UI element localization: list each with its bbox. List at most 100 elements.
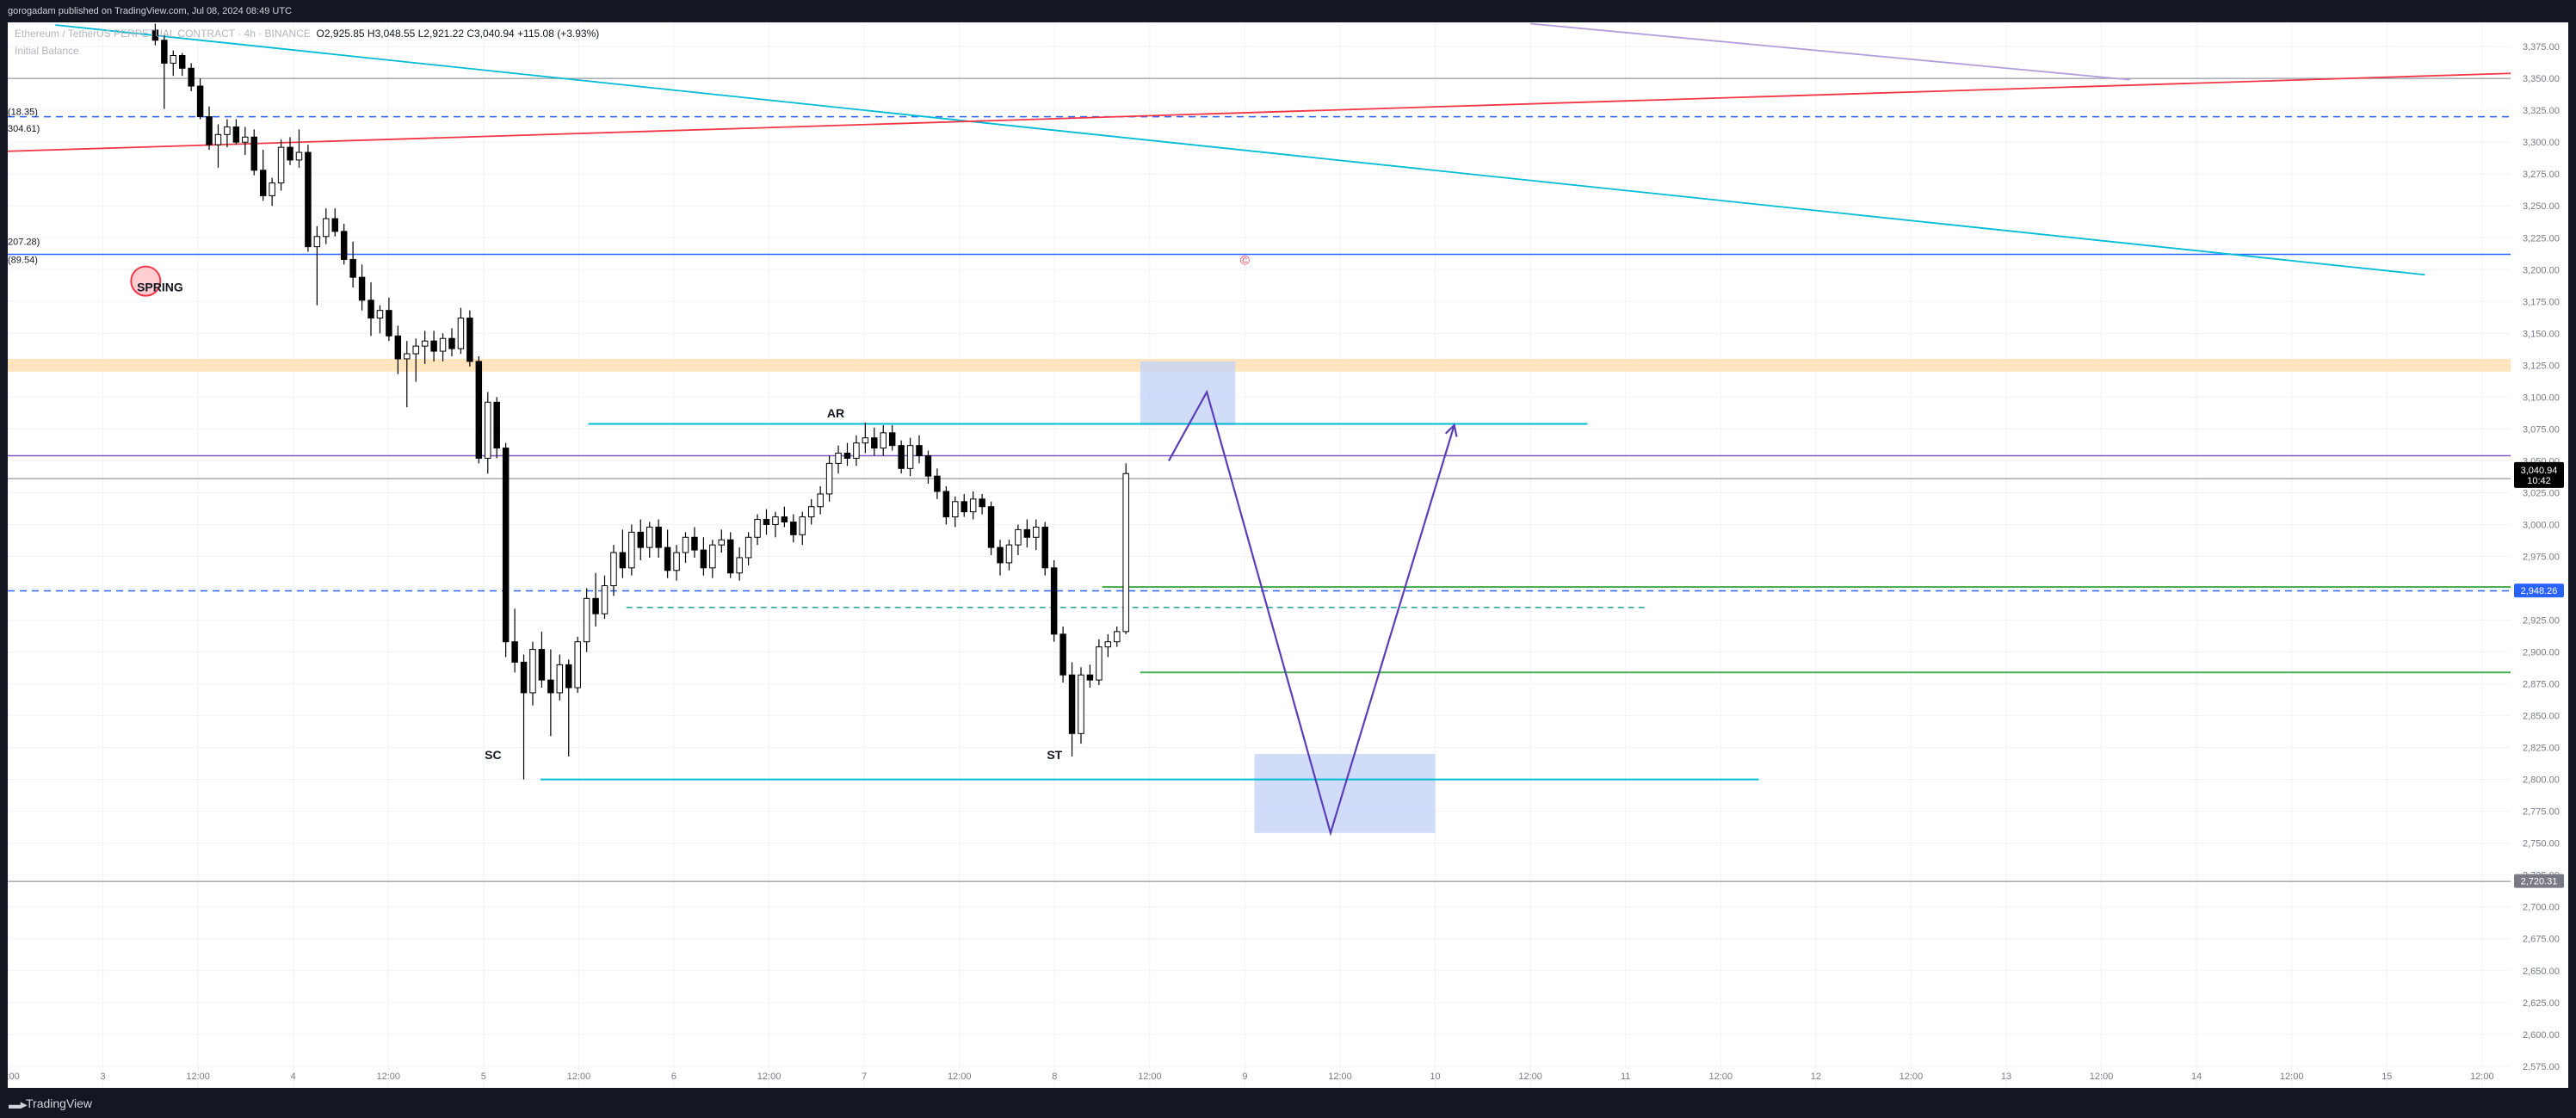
candle-body — [323, 218, 330, 238]
left-edge-label: (18.35) — [8, 108, 38, 118]
candle-body — [853, 442, 860, 459]
x-tick-label: 9 — [1242, 1072, 1247, 1082]
candle-body — [1033, 526, 1040, 538]
candle-body — [358, 276, 366, 301]
candle-body — [170, 55, 177, 64]
candle-body — [439, 337, 447, 352]
candle-body — [502, 448, 510, 643]
indicator-legend: Initial Balance — [15, 45, 79, 57]
y-tick-label: 3,000.00 — [2523, 520, 2560, 530]
y-tick-label: 2,650.00 — [2523, 967, 2560, 977]
y-tick-label: 2,750.00 — [2523, 839, 2560, 849]
candle-body — [1096, 646, 1103, 681]
candle-body — [538, 649, 546, 681]
candle-body — [493, 401, 500, 449]
annotation-label: SPRING — [137, 280, 183, 293]
candle-body — [232, 126, 240, 143]
candle-body — [556, 664, 564, 694]
candle-body — [368, 300, 374, 319]
spring-circle-marker — [130, 265, 162, 297]
x-tick-label: 12:00 — [8, 1072, 20, 1082]
cyan-trendline — [55, 24, 2425, 276]
candle-body — [880, 432, 886, 449]
y-tick-label: 2,675.00 — [2523, 935, 2560, 945]
candle-body — [574, 641, 581, 689]
candle-body — [825, 462, 833, 495]
x-tick-label: 14 — [2191, 1072, 2202, 1082]
candle-body — [1015, 528, 1022, 546]
y-tick-label: 3,325.00 — [2523, 106, 2560, 116]
chart-container[interactable]: SPRING AR SC ST © (18.35) 304.61) 207.28) (89.54… — [8, 22, 2568, 1088]
y-tick-label: 3,100.00 — [2523, 392, 2560, 403]
candle-body — [269, 182, 275, 196]
candle-body — [250, 136, 257, 171]
candle-body — [969, 498, 977, 513]
candle-body — [1023, 528, 1031, 538]
candle-body — [979, 498, 985, 508]
candle-body — [673, 552, 680, 571]
candle-body — [744, 536, 752, 559]
candle-body — [843, 453, 851, 459]
candle-body — [924, 454, 932, 477]
candle-body — [610, 552, 617, 587]
copyright-marker: © — [1240, 253, 1250, 268]
x-tick-label: 7 — [862, 1072, 867, 1082]
candle-body — [682, 536, 689, 553]
y-tick-label: 3,275.00 — [2523, 170, 2560, 180]
candle-body — [1041, 526, 1048, 569]
candle-body — [457, 318, 465, 349]
candle-body — [475, 361, 483, 459]
level-price-badge — [2514, 874, 2564, 888]
candle-body — [277, 146, 285, 184]
candle-body — [511, 641, 518, 663]
x-tick-label: 12:00 — [2280, 1072, 2304, 1082]
x-tick-label: 12:00 — [1518, 1072, 1542, 1082]
x-tick-label: 12:00 — [2090, 1072, 2114, 1082]
candle-body — [952, 501, 959, 518]
candle-body — [287, 146, 293, 161]
candle-body — [565, 664, 572, 689]
red-trendline — [8, 72, 2511, 152]
candle-body — [601, 585, 608, 615]
level-price-label: 2,720.31 — [2521, 877, 2558, 887]
annotation-label: SC — [485, 748, 501, 762]
publish-info-text: gorogadam published on TradingView.com, … — [8, 6, 293, 16]
candle-body — [196, 85, 204, 118]
candle-body — [305, 151, 312, 248]
candle-body — [1050, 567, 1058, 635]
candle-body — [376, 310, 384, 319]
y-tick-label: 3,175.00 — [2523, 297, 2560, 307]
candle-body — [1078, 674, 1084, 734]
candle-body — [295, 151, 303, 161]
candle-body — [340, 231, 348, 260]
x-tick-label: 10 — [1430, 1072, 1440, 1082]
price-chart[interactable]: SPRING AR SC ST © (18.35) 304.61) 207.28) (89.54… — [8, 22, 2568, 1088]
x-tick-label: 12:00 — [377, 1072, 401, 1082]
candle-body — [736, 557, 743, 574]
level-price-badge — [2514, 584, 2564, 598]
candle-body — [898, 445, 905, 469]
candle-body — [664, 547, 671, 571]
y-tick-label: 2,800.00 — [2523, 775, 2560, 786]
x-tick-label: 15 — [2381, 1072, 2392, 1082]
x-tick-label: 12:00 — [948, 1072, 972, 1082]
candle-body — [394, 335, 402, 360]
x-tick-label: 4 — [291, 1072, 296, 1082]
candle-body — [466, 318, 473, 362]
left-edge-label: 207.28) — [8, 238, 40, 248]
ohlc-values: O2,925.85 H3,048.55 L2,921.22 C3,040.94 … — [316, 28, 600, 40]
x-tick-label: 5 — [481, 1072, 486, 1082]
y-tick-label: 3,250.00 — [2523, 201, 2560, 212]
y-tick-label: 3,225.00 — [2523, 233, 2560, 244]
level-price-label: 2,948.26 — [2521, 586, 2558, 596]
x-tick-label: 6 — [671, 1072, 676, 1082]
y-tick-label: 2,775.00 — [2523, 807, 2560, 818]
candle-body — [583, 597, 590, 643]
candle-body — [313, 236, 321, 248]
y-tick-label: 2,700.00 — [2523, 903, 2560, 913]
orange-supply-zone — [8, 358, 2511, 372]
x-tick-label: 12 — [1811, 1072, 1821, 1082]
current-price-badge — [2514, 461, 2564, 488]
candle-body — [888, 432, 896, 447]
y-tick-label: 3,025.00 — [2523, 488, 2560, 498]
